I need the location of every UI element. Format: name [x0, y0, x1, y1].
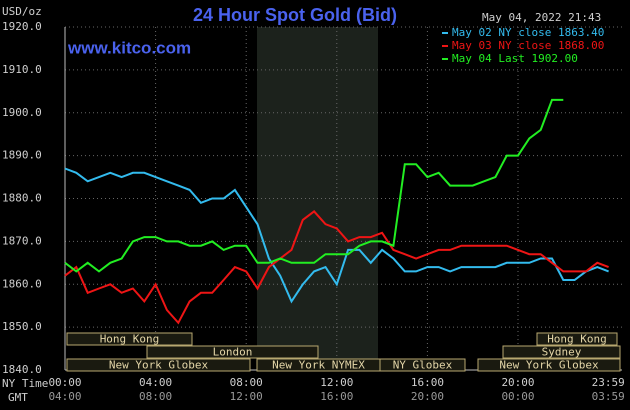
x-tick-label: 23:59 — [592, 376, 625, 389]
x-tick-label: 16:00 — [411, 376, 444, 389]
legend-label: May 04 Last 1902.00 — [452, 52, 578, 65]
y-tick-label: 1910.0 — [2, 63, 42, 76]
y-tick-label: 1870.0 — [2, 234, 42, 247]
series-line — [64, 98, 564, 273]
session-box — [66, 358, 251, 372]
x2-tick-label: 08:00 — [139, 390, 172, 403]
timestamp: May 04, 2022 21:43 — [482, 11, 601, 24]
series-line — [64, 167, 609, 304]
session-label: NY Globex — [393, 359, 453, 372]
y-tick-label: 1900.0 — [2, 106, 42, 119]
x2-tick-label: 20:00 — [411, 390, 444, 403]
session-label: Sydney — [542, 346, 582, 359]
series-line — [64, 210, 609, 325]
x2-tick-label: 12:00 — [230, 390, 263, 403]
session-box — [146, 345, 319, 359]
session-box — [66, 332, 193, 346]
x-tick-label: 04:00 — [139, 376, 172, 389]
x2-axis-label: GMT — [8, 391, 28, 404]
x-tick-label: 12:00 — [320, 376, 353, 389]
x2-tick-label: 00:00 — [501, 390, 534, 403]
source: www.kitco.com — [67, 38, 191, 57]
y-tick-label: 1840.0 — [2, 363, 42, 376]
session-label: London — [213, 346, 253, 359]
y-axis-label: USD/oz — [2, 5, 42, 18]
chart-title: 24 Hour Spot Gold (Bid) — [193, 5, 397, 25]
y-tick-label: 1880.0 — [2, 192, 42, 205]
legend-label: May 02 NY close 1863.40 — [452, 26, 604, 39]
session-box — [379, 358, 466, 372]
legend-label: May 03 NY close 1868.00 — [452, 39, 604, 52]
y-tick-label: 1890.0 — [2, 149, 42, 162]
y-tick-label: 1920.0 — [2, 20, 42, 33]
x2-tick-label: 04:00 — [48, 390, 81, 403]
session-box — [502, 345, 621, 359]
session-label: New York Globex — [499, 359, 599, 372]
session-label: Hong Kong — [100, 333, 160, 346]
x2-tick-label: 03:59 — [592, 390, 625, 403]
x-tick-label: 20:00 — [501, 376, 534, 389]
x-axis-label: NY Time — [2, 377, 48, 390]
session-label: New York Globex — [109, 359, 209, 372]
x2-tick-label: 16:00 — [320, 390, 353, 403]
session-box — [477, 358, 621, 372]
y-tick-label: 1860.0 — [2, 277, 42, 290]
session-box — [536, 332, 618, 346]
session-label: New York NYMEX — [272, 359, 365, 372]
x-tick-label: 00:00 — [48, 376, 81, 389]
y-tick-label: 1850.0 — [2, 320, 42, 333]
x-tick-label: 08:00 — [230, 376, 263, 389]
session-label: Hong Kong — [547, 333, 607, 346]
